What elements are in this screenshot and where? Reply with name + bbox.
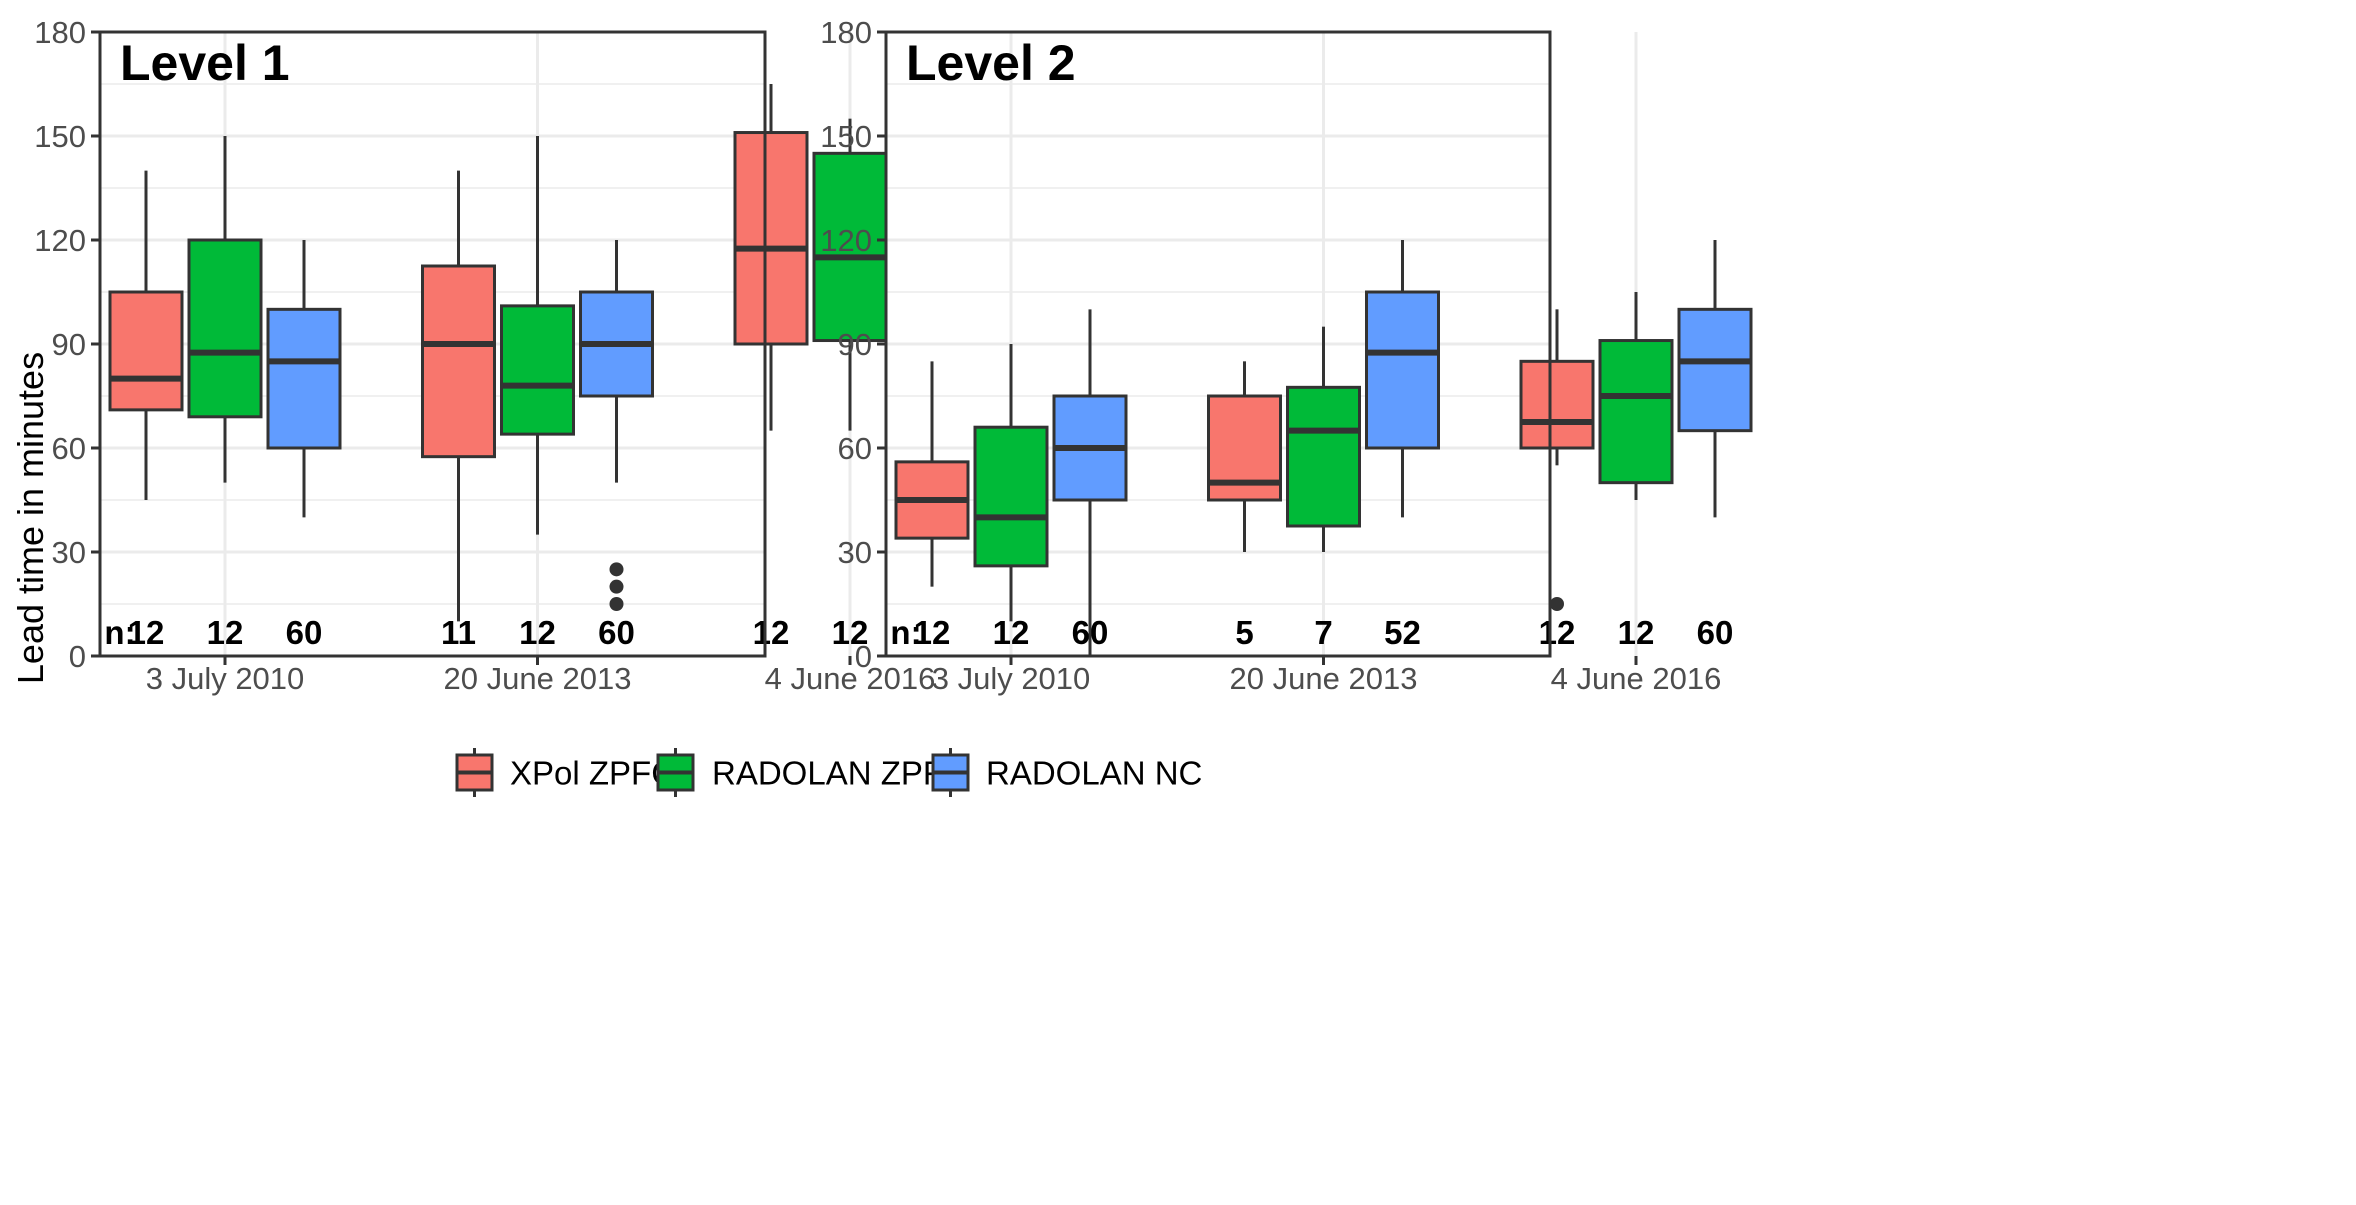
box-body (1598, 339, 1674, 485)
box-body (500, 304, 575, 436)
box-4 June 2016-RADOLAN NC (1677, 240, 1753, 518)
legend-key-2 (656, 748, 695, 797)
box-body (421, 264, 496, 459)
box-3 July 2010-RADOLAN ZPFC (187, 136, 263, 483)
box-body (1286, 385, 1361, 528)
panel-2: 12 12 60 5 7 52 12 12 60 n: Level 2 0 30 60 90 120 150 18… (820, 15, 1753, 696)
x-tick-label: 20 June 2013 (444, 661, 632, 696)
box-body (812, 151, 888, 343)
outlier-point (609, 579, 624, 594)
n-label: 60 (598, 614, 635, 651)
legend-key-1 (455, 748, 494, 797)
box-body (108, 290, 184, 412)
y-tick-label: 90 (52, 327, 86, 362)
y-tick-label: 120 (820, 223, 872, 258)
x-tick-label: 3 July 2010 (932, 661, 1091, 696)
box-20 June 2013-RADOLAN ZPFC (1286, 326, 1361, 552)
n-label: 12 (832, 614, 869, 651)
box-body (187, 238, 263, 419)
legend-label: RADOLAN NC (986, 755, 1202, 792)
y-tick-label: 150 (820, 119, 872, 154)
n-prefix-label: n: (104, 614, 135, 651)
n-label: 12 (1618, 614, 1655, 651)
panels-group: 121260111260121260n:Level 10306090120150… (34, 15, 1753, 696)
box-body (1519, 359, 1595, 450)
box-body (973, 425, 1049, 568)
legend-key-3 (931, 748, 970, 797)
outlier-point (609, 562, 624, 577)
box-20 June 2013-RADOLAN NC (579, 240, 654, 611)
n-label: 11 (441, 614, 476, 651)
n-label: 60 (1072, 614, 1109, 651)
y-tick-label: 30 (838, 535, 872, 570)
n-label: 60 (1697, 614, 1734, 651)
outlier-point (609, 597, 624, 611)
x-tick-label: 4 June 2016 (1551, 661, 1722, 696)
panel-1: 121260111260121260n:Level 10306090120150… (34, 15, 967, 696)
outlier-point (1550, 597, 1564, 611)
x-tick-label: 3 July 2010 (146, 661, 305, 696)
x-tick-label: 20 June 2013 (1230, 661, 1418, 696)
box-4 June 2016-RADOLAN ZPFC (812, 118, 888, 431)
y-tick-label: 0 (855, 639, 872, 674)
panel-title: Level 2 (906, 35, 1076, 91)
y-tick-label: 90 (838, 327, 872, 362)
box-3 July 2010-RADOLAN NC (1052, 309, 1128, 656)
x-tick-label: 4 June 2016 (765, 661, 936, 696)
n-label: 60 (286, 614, 323, 651)
n-label: 12 (128, 614, 165, 651)
n-label: 12 (993, 614, 1030, 651)
box-3 July 2010-RADOLAN NC (266, 240, 342, 518)
legend-label: RADOLAN ZPFC (712, 755, 967, 792)
y-tick-label: 180 (34, 15, 86, 50)
box-4 June 2016-XPol ZPFC (733, 84, 809, 431)
box-4 June 2016-RADOLAN ZPFC (1598, 292, 1674, 500)
y-axis-title: Lead time in minutes (10, 352, 51, 684)
box-body (733, 131, 809, 346)
y-tick-label: 0 (69, 639, 86, 674)
legend-label: XPol ZPFC (510, 755, 675, 792)
n-label: 12 (207, 614, 244, 651)
y-tick-label: 150 (34, 119, 86, 154)
n-label: 5 (1235, 614, 1253, 651)
legend: XPol ZPFC RADOLAN ZPFC RADOLAN NC (455, 748, 1202, 797)
box-body (1365, 290, 1440, 450)
n-prefix-label: n: (890, 614, 921, 651)
y-tick-label: 120 (34, 223, 86, 258)
n-label: 7 (1314, 614, 1332, 651)
n-label: 12 (519, 614, 556, 651)
n-label: 12 (1539, 614, 1576, 651)
n-label: 12 (753, 614, 790, 651)
box-body (266, 307, 342, 450)
box-3 July 2010-XPol ZPFC (894, 361, 970, 587)
box-20 June 2013-XPol ZPFC (1207, 361, 1282, 552)
y-tick-label: 60 (838, 431, 872, 466)
n-label: 12 (914, 614, 951, 651)
box-3 July 2010-RADOLAN ZPFC (973, 344, 1049, 622)
box-body (1677, 307, 1753, 433)
box-20 June 2013-RADOLAN ZPFC (500, 136, 575, 535)
box-3 July 2010-XPol ZPFC (108, 170, 184, 500)
y-tick-label: 180 (820, 15, 872, 50)
box-20 June 2013-XPol ZPFC (421, 170, 496, 622)
y-tick-label: 30 (52, 535, 86, 570)
n-label: 52 (1384, 614, 1421, 651)
y-tick-label: 60 (52, 431, 86, 466)
box-4 June 2016-XPol ZPFC (1519, 309, 1595, 611)
panel-title: Level 1 (120, 35, 290, 91)
box-20 June 2013-RADOLAN NC (1365, 240, 1440, 518)
